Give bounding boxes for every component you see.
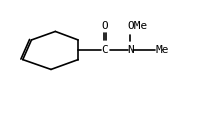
Text: N: N xyxy=(128,45,134,55)
Text: OMe: OMe xyxy=(128,21,148,31)
Text: Me: Me xyxy=(155,45,169,55)
Text: O: O xyxy=(102,21,108,31)
Text: C: C xyxy=(102,45,108,55)
